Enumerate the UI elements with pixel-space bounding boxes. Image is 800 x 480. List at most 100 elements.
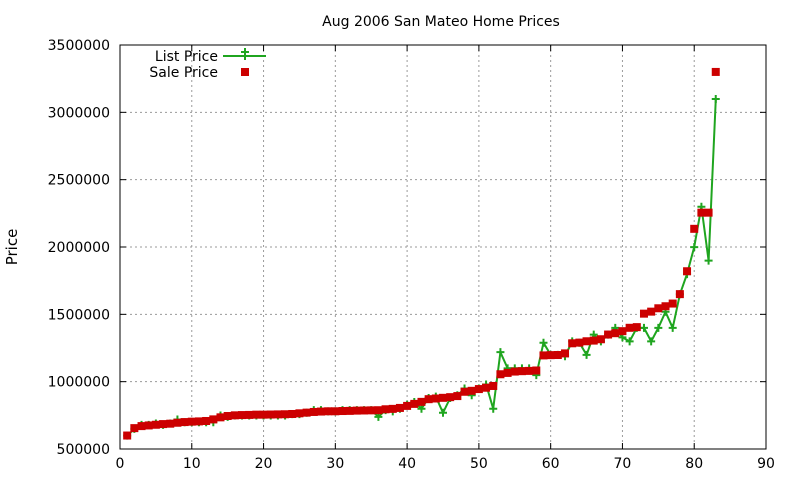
list-price-point <box>439 408 447 417</box>
sale-price-point <box>675 290 684 299</box>
sale-price-point <box>453 392 462 401</box>
y-tick-label: 1500000 <box>48 307 110 323</box>
legend: List Price Sale Price <box>149 48 266 81</box>
legend-marker-list-price <box>241 48 249 60</box>
sale-price-point <box>539 351 548 360</box>
axis-ticks: 0 10 20 30 40 50 60 70 80 90 500000 1000000 1500000 2… <box>48 38 775 472</box>
chart-title: Aug 2006 San Mateo Home Prices <box>322 14 560 30</box>
sale-price-point <box>281 410 290 419</box>
sale-price-point <box>460 387 469 396</box>
y-axis-label: Price <box>3 229 21 266</box>
sale-price-point <box>525 366 534 375</box>
x-tick-label: 70 <box>614 456 632 472</box>
sale-price-point <box>151 420 160 429</box>
sale-price-point <box>173 418 182 427</box>
x-tick-label: 80 <box>685 456 703 472</box>
y-tick-label: 2000000 <box>48 240 110 256</box>
x-tick-label: 0 <box>116 456 125 472</box>
sale-price-point <box>647 307 656 316</box>
sale-price-point <box>553 351 562 360</box>
sale-price-point <box>345 406 354 415</box>
legend-label-list-price: List Price <box>155 49 218 65</box>
sale-price-point <box>309 407 318 416</box>
sale-price-point <box>302 408 311 417</box>
sale-price-point <box>654 304 663 313</box>
sale-price-point <box>439 393 447 402</box>
sale-price-point <box>381 405 390 414</box>
sale-price-point <box>144 421 153 430</box>
y-tick-label: 2500000 <box>48 173 110 189</box>
sale-price-series <box>123 67 720 440</box>
sale-price-point <box>137 422 146 431</box>
list-price-point <box>639 323 648 332</box>
sale-price-point <box>288 409 297 418</box>
y-tick-label: 3500000 <box>48 38 110 54</box>
sale-price-point <box>546 351 555 360</box>
list-price-point <box>704 256 713 265</box>
sale-price-point <box>489 381 498 390</box>
sale-price-point <box>273 410 282 419</box>
sale-price-point <box>410 399 419 408</box>
sale-price-point <box>324 407 333 416</box>
sale-price-point <box>604 330 613 339</box>
sale-price-point <box>417 397 426 406</box>
sale-price-point <box>697 208 706 217</box>
sale-price-point <box>711 67 720 76</box>
list-price-line <box>126 98 717 437</box>
sale-price-point <box>424 395 433 404</box>
sale-price-point <box>223 412 232 421</box>
list-price-point <box>668 323 677 332</box>
sale-price-point <box>668 299 677 308</box>
y-tick-label: 500000 <box>57 442 110 458</box>
sale-price-point <box>259 410 268 419</box>
sale-price-point <box>374 406 383 415</box>
x-tick-label: 90 <box>757 456 775 472</box>
sale-price-point <box>216 413 225 422</box>
sale-price-point <box>338 407 347 416</box>
grid-lines <box>120 45 766 449</box>
sale-price-point <box>316 407 325 416</box>
sale-price-point <box>446 393 455 402</box>
list-price-point <box>625 337 634 346</box>
sale-price-point <box>618 327 627 336</box>
sale-price-point <box>360 406 369 415</box>
sale-price-point <box>632 323 641 332</box>
sale-price-point <box>209 415 218 424</box>
sale-price-point <box>661 302 670 311</box>
sale-price-point <box>367 406 376 415</box>
sale-price-point <box>496 370 505 379</box>
list-price-point <box>539 338 548 347</box>
legend-label-sale-price: Sale Price <box>149 65 218 81</box>
sale-price-point <box>683 267 692 276</box>
sale-price-point <box>431 394 440 403</box>
x-tick-label: 50 <box>470 456 488 472</box>
sale-price-point <box>474 385 483 394</box>
x-tick-label: 20 <box>255 456 273 472</box>
list-price-point <box>582 350 591 359</box>
sale-price-point <box>202 416 211 425</box>
sale-price-point <box>517 367 526 376</box>
sale-price-point <box>252 410 261 419</box>
list-price-point <box>690 243 699 252</box>
sale-price-point <box>467 386 476 395</box>
list-price-point <box>489 404 498 413</box>
sale-price-point <box>568 339 577 348</box>
sale-price-point <box>159 420 168 429</box>
sale-price-point <box>230 411 239 420</box>
sale-price-point <box>180 418 189 427</box>
list-price-point <box>496 348 505 357</box>
sale-price-point <box>187 417 196 426</box>
sale-price-point <box>690 224 699 233</box>
sale-price-point <box>611 329 620 338</box>
sale-price-point <box>532 366 541 375</box>
sale-price-point <box>245 410 254 419</box>
sale-price-point <box>704 208 713 217</box>
sale-price-point <box>130 424 139 433</box>
list-price-point <box>711 95 720 104</box>
list-price-series <box>123 95 720 440</box>
legend-marker-sale-price <box>241 68 249 76</box>
sale-price-point <box>388 404 397 413</box>
list-price-point <box>654 323 663 332</box>
sale-price-point <box>238 411 247 420</box>
sale-price-point <box>194 417 203 426</box>
